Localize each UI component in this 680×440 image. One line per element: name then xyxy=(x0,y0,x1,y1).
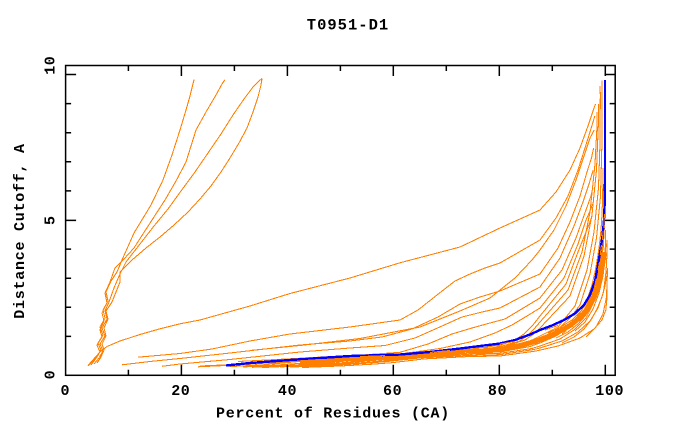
svg-text:T0951-D1: T0951-D1 xyxy=(307,17,389,35)
svg-text:10: 10 xyxy=(42,56,59,75)
svg-text:Distance Cutoff, A: Distance Cutoff, A xyxy=(12,143,29,319)
svg-text:0: 0 xyxy=(60,383,70,400)
svg-text:5: 5 xyxy=(42,215,59,225)
svg-text:40: 40 xyxy=(278,383,297,400)
svg-text:60: 60 xyxy=(383,383,402,400)
svg-text:20: 20 xyxy=(171,383,190,400)
svg-text:80: 80 xyxy=(488,383,507,400)
svg-text:Percent of Residues (CA): Percent of Residues (CA) xyxy=(216,406,450,423)
svg-text:100: 100 xyxy=(595,383,624,400)
svg-text:0: 0 xyxy=(42,370,59,380)
